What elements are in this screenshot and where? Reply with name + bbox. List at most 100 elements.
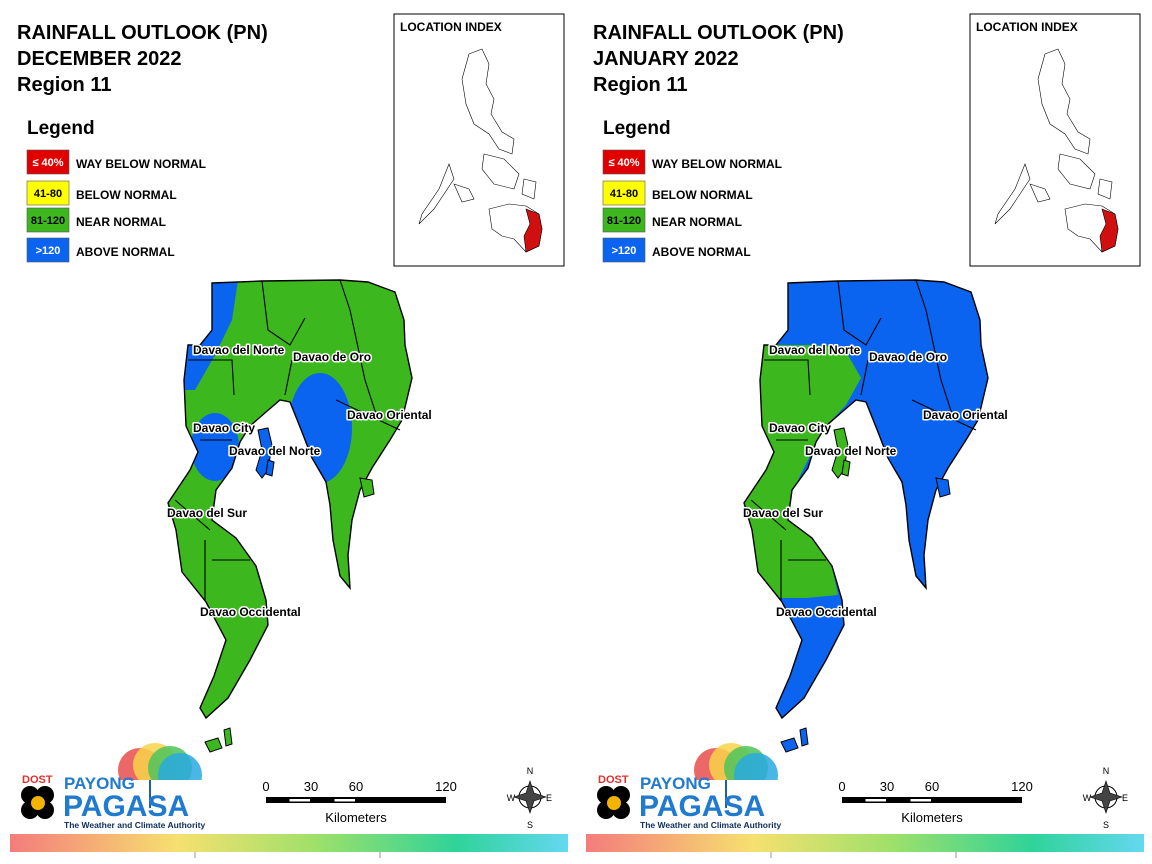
logo-tagline: The Weather and Climate Authority xyxy=(64,820,205,830)
inset-region xyxy=(1099,208,1119,253)
legend-label: BELOW NORMAL xyxy=(652,188,753,202)
region-label: Davao City xyxy=(769,421,831,435)
panel: RAINFALL OUTLOOK (PN) JANUARY 2022 Region … xyxy=(586,13,1144,858)
region-label: Davao Occidental xyxy=(200,605,301,619)
legend-label: ABOVE NORMAL xyxy=(76,245,175,259)
scale-label: 120 xyxy=(1011,779,1033,794)
compass: N E S W xyxy=(1083,766,1128,830)
region-label: Davao del Norte xyxy=(805,444,897,458)
island xyxy=(359,477,375,498)
compass: N E S W xyxy=(507,766,552,830)
region-label: Davao Occidental xyxy=(776,605,877,619)
region-label: Davao Oriental xyxy=(347,408,432,422)
province-border xyxy=(750,499,787,531)
location-index: LOCATION INDEX xyxy=(969,13,1141,267)
province-border xyxy=(335,399,401,431)
province-border xyxy=(174,499,211,531)
compass-letter: N xyxy=(1103,766,1110,776)
scale-label: 60 xyxy=(349,779,363,794)
island xyxy=(841,459,851,477)
compass-letter: S xyxy=(1103,820,1109,830)
umbrella-mask xyxy=(105,780,205,810)
legend-box-text: ≤ 40% xyxy=(608,157,639,169)
legend-swatch xyxy=(26,207,70,233)
legend-box-text: 41-80 xyxy=(34,188,62,200)
region-outline xyxy=(743,279,989,720)
legend-label: BELOW NORMAL xyxy=(76,188,177,202)
region-label: Davao del Norte xyxy=(769,343,861,357)
panel-title: DECEMBER 2022 xyxy=(17,48,182,70)
logo-agency: DOST xyxy=(22,774,53,786)
region-label: Davao Oriental xyxy=(923,408,1008,422)
legend-box-text: >120 xyxy=(36,245,61,257)
province-border xyxy=(284,359,293,396)
scale-label: 0 xyxy=(262,779,269,794)
legend-box-text: 81-120 xyxy=(31,215,65,227)
panel-title: Region 11 xyxy=(593,74,687,96)
scale-bar xyxy=(842,797,1022,803)
seal-center xyxy=(607,796,621,810)
province-border xyxy=(915,279,955,421)
scale-label: 30 xyxy=(304,779,318,794)
legend-label: NEAR NORMAL xyxy=(652,215,742,229)
inset-title: LOCATION INDEX xyxy=(400,20,502,34)
zone xyxy=(744,345,861,598)
province-border xyxy=(764,359,811,396)
panel: RAINFALL OUTLOOK (PN) DECEMBER 2022 Region… xyxy=(10,13,568,858)
color-strip xyxy=(586,834,1144,852)
legend-box-text: ≤ 40% xyxy=(32,157,63,169)
inset-title: LOCATION INDEX xyxy=(976,20,1078,34)
province-border xyxy=(188,359,235,396)
panel-title: RAINFALL OUTLOOK (PN) xyxy=(17,22,268,44)
scale-label: 0 xyxy=(838,779,845,794)
logo-payong: PAYONG xyxy=(64,774,135,793)
compass-star xyxy=(1089,780,1123,814)
region-label: Davao del Norte xyxy=(193,343,285,357)
region-label: Davao de Oro xyxy=(869,350,947,364)
region-label: Davao de Oro xyxy=(293,350,371,364)
island xyxy=(204,727,233,753)
panel-title: RAINFALL OUTLOOK (PN) xyxy=(593,22,844,44)
zone xyxy=(191,413,239,481)
legend-swatch xyxy=(26,180,70,206)
logo-tagline: The Weather and Climate Authority xyxy=(640,820,781,830)
region-label: Davao del Sur xyxy=(167,506,247,520)
legend-label: ABOVE NORMAL xyxy=(652,245,751,259)
province-border xyxy=(261,280,306,346)
scale-unit: Kilometers xyxy=(325,810,387,825)
scale-label: 120 xyxy=(435,779,457,794)
legend-box-text: 41-80 xyxy=(610,188,638,200)
province-border xyxy=(911,399,977,431)
compass-letter: W xyxy=(507,793,516,803)
legend-label: WAY BELOW NORMAL xyxy=(652,157,782,171)
region-label: Davao del Norte xyxy=(229,444,321,458)
legend-swatch xyxy=(602,149,646,175)
seal-center xyxy=(31,796,45,810)
inset-region xyxy=(523,208,543,253)
compass-letter: E xyxy=(1122,793,1128,803)
logo-agency: DOST xyxy=(598,774,629,786)
province-border xyxy=(860,359,869,396)
scale-label: 60 xyxy=(925,779,939,794)
legend-box-text: >120 xyxy=(612,245,637,257)
legend-swatch xyxy=(26,149,70,175)
legend-title: Legend xyxy=(27,118,95,139)
scale-segment xyxy=(910,799,931,802)
island xyxy=(935,477,951,498)
logo-pagasa: PAGASA xyxy=(63,790,189,823)
compass-star xyxy=(513,780,547,814)
legend-label: WAY BELOW NORMAL xyxy=(76,157,206,171)
legend-label: NEAR NORMAL xyxy=(76,215,166,229)
panel-title: JANUARY 2022 xyxy=(593,48,739,70)
scale-label: 30 xyxy=(880,779,894,794)
legend-swatch xyxy=(602,237,646,263)
legend-swatch xyxy=(26,237,70,263)
scale-bar xyxy=(266,797,446,803)
legend-swatch xyxy=(602,180,646,206)
province-border xyxy=(837,280,882,346)
panel-title: Region 11 xyxy=(17,74,111,96)
logo-pagasa: PAGASA xyxy=(639,790,765,823)
legend-title: Legend xyxy=(603,118,671,139)
scale-segment xyxy=(289,799,310,802)
